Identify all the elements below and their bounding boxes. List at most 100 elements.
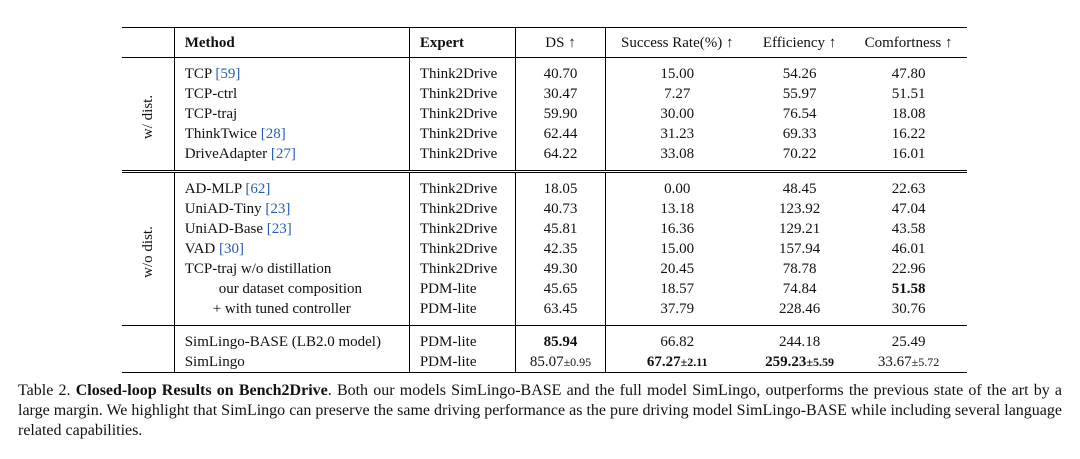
efficiency-cell: 70.22 xyxy=(782,146,817,162)
ds-cell: 18.05 xyxy=(515,170,606,199)
header-ds: DS ↑ xyxy=(515,27,606,58)
citation-link[interactable]: [27] xyxy=(270,146,296,162)
citation-link[interactable]: [59] xyxy=(215,66,241,82)
method-cell: our dataset composition xyxy=(173,279,410,299)
efficiency-cell: 78.78 xyxy=(782,261,817,277)
success-cell: 33.08 xyxy=(604,144,749,172)
table-row: + with tuned controller PDM-lite 63.45 3… xyxy=(122,299,967,326)
comfort-cell: 18.08 xyxy=(891,106,926,122)
success-cell: 18.57 xyxy=(604,279,749,299)
header-expert: Expert xyxy=(408,27,516,58)
method-cell: VAD [30] xyxy=(173,239,410,259)
table-row: w/ dist. TCP [59] Think2Drive 40.70 15.0… xyxy=(122,57,967,172)
expert-cell: Think2Drive xyxy=(408,259,516,279)
efficiency-cell: 228.46 xyxy=(778,301,821,317)
comfort-cell: 51.51 xyxy=(891,86,926,102)
expert-cell: PDM-lite xyxy=(408,299,516,326)
method-cell: UniAD-Tiny [23] xyxy=(173,199,410,219)
method-cell: SimLingo xyxy=(173,352,410,373)
efficiency-cell-best: 259.23±5.59 xyxy=(748,352,851,373)
efficiency-cell: 54.26 xyxy=(748,57,851,84)
table-row: TCP-traj w/o distillation Think2Drive 49… xyxy=(122,259,967,279)
success-cell: 31.23 xyxy=(604,124,749,144)
caption-title: Closed-loop Results on Bench2Drive xyxy=(75,382,328,399)
success-cell: 66.82 xyxy=(604,325,749,352)
success-cell: 15.00 xyxy=(604,239,749,259)
table-row: TCP-traj Think2Drive 59.90 30.00 76.54 1… xyxy=(122,104,967,124)
method-cell: + with tuned controller xyxy=(173,299,410,326)
ds-cell: 85.07±0.95 xyxy=(515,352,606,373)
method-cell: TCP [59] xyxy=(173,57,410,84)
comfort-cell: 16.22 xyxy=(891,126,926,142)
success-cell: 13.18 xyxy=(604,199,749,219)
efficiency-cell: 76.54 xyxy=(782,106,817,122)
expert-cell: Think2Drive xyxy=(408,124,516,144)
success-cell: 16.36 xyxy=(604,219,749,239)
expert-cell: Think2Drive xyxy=(408,144,516,172)
citation-link[interactable]: [23] xyxy=(266,221,292,237)
method-cell: TCP-traj xyxy=(173,104,410,124)
ds-cell: 40.73 xyxy=(515,199,606,219)
method-cell: DriveAdapter [27] xyxy=(173,144,410,172)
success-cell: 20.45 xyxy=(604,259,749,279)
success-cell: 0.00 xyxy=(604,170,749,199)
ds-cell: 40.70 xyxy=(515,57,606,84)
citation-link[interactable]: [28] xyxy=(260,126,286,142)
expert-cell: Think2Drive xyxy=(408,57,516,84)
table-row: VAD [30] Think2Drive 42.35 15.00 157.94 … xyxy=(122,239,967,259)
comfort-cell: 46.01 xyxy=(891,241,926,257)
comfort-cell: 25.49 xyxy=(850,325,967,352)
group-label-empty xyxy=(122,352,175,373)
comfort-cell: 30.76 xyxy=(891,301,926,317)
expert-cell: Think2Drive xyxy=(408,104,516,124)
ds-cell: 45.81 xyxy=(515,219,606,239)
expert-cell: PDM-lite xyxy=(408,352,516,373)
table-row: ThinkTwice [28] Think2Drive 62.44 31.23 … xyxy=(122,124,967,144)
table-row: UniAD-Tiny [23] Think2Drive 40.73 13.18 … xyxy=(122,199,967,219)
method-cell: UniAD-Base [23] xyxy=(173,219,410,239)
ds-cell: 63.45 xyxy=(515,299,606,326)
expert-cell: Think2Drive xyxy=(408,170,516,199)
ds-cell: 64.22 xyxy=(515,144,606,172)
ds-cell: 42.35 xyxy=(515,239,606,259)
efficiency-cell: 48.45 xyxy=(748,170,851,199)
table-row: SimLingo-BASE (LB2.0 model) PDM-lite 85.… xyxy=(122,325,967,352)
table-caption: Table 2. Closed-loop Results on Bench2Dr… xyxy=(18,381,1062,441)
ds-cell: 30.47 xyxy=(515,84,606,104)
table-row: UniAD-Base [23] Think2Drive 45.81 16.36 … xyxy=(122,219,967,239)
method-cell: TCP-traj w/o distillation xyxy=(173,259,410,279)
method-cell: AD-MLP [62] xyxy=(173,170,410,199)
comfort-cell: 43.58 xyxy=(891,221,926,237)
ds-cell: 59.90 xyxy=(515,104,606,124)
ds-cell: 45.65 xyxy=(515,279,606,299)
group-header-empty xyxy=(122,27,175,58)
caption-prefix: Table 2. xyxy=(18,382,76,399)
header-efficiency: Efficiency ↑ xyxy=(748,27,851,58)
success-cell: 7.27 xyxy=(604,84,749,104)
header-comfortness: Comfortness ↑ xyxy=(850,27,967,58)
expert-cell: Think2Drive xyxy=(408,84,516,104)
table-row: SimLingo PDM-lite 85.07±0.95 67.27±2.11 … xyxy=(122,352,967,373)
method-cell: ThinkTwice [28] xyxy=(173,124,410,144)
results-table: Method Expert DS ↑ Success Rate(%) ↑ Eff… xyxy=(122,27,967,373)
table-row: w/o dist. AD-MLP [62] Think2Drive 18.05 … xyxy=(122,170,967,326)
comfort-cell: 47.80 xyxy=(850,57,967,84)
group-label-without-distillation: w/o dist. xyxy=(122,170,175,326)
expert-cell: Think2Drive xyxy=(408,219,516,239)
efficiency-cell: 129.21 xyxy=(778,221,821,237)
citation-link[interactable]: [23] xyxy=(265,201,291,217)
efficiency-cell: 244.18 xyxy=(748,325,851,352)
citation-link[interactable]: [30] xyxy=(219,241,245,257)
citation-link[interactable]: [62] xyxy=(245,181,271,197)
table-row: our dataset composition PDM-lite 45.65 1… xyxy=(122,279,967,299)
table-row: DriveAdapter [27] Think2Drive 64.22 33.0… xyxy=(122,144,967,172)
ds-cell-best: 85.94 xyxy=(515,325,606,352)
ds-cell: 49.30 xyxy=(515,259,606,279)
header-success-rate: Success Rate(%) ↑ xyxy=(604,27,749,58)
table-row: TCP-ctrl Think2Drive 30.47 7.27 55.97 51… xyxy=(122,84,967,104)
efficiency-cell: 123.92 xyxy=(778,201,821,217)
group-label-empty xyxy=(122,325,175,352)
expert-cell: Think2Drive xyxy=(408,239,516,259)
expert-cell: PDM-lite xyxy=(408,325,516,352)
method-cell: TCP-ctrl xyxy=(173,84,410,104)
